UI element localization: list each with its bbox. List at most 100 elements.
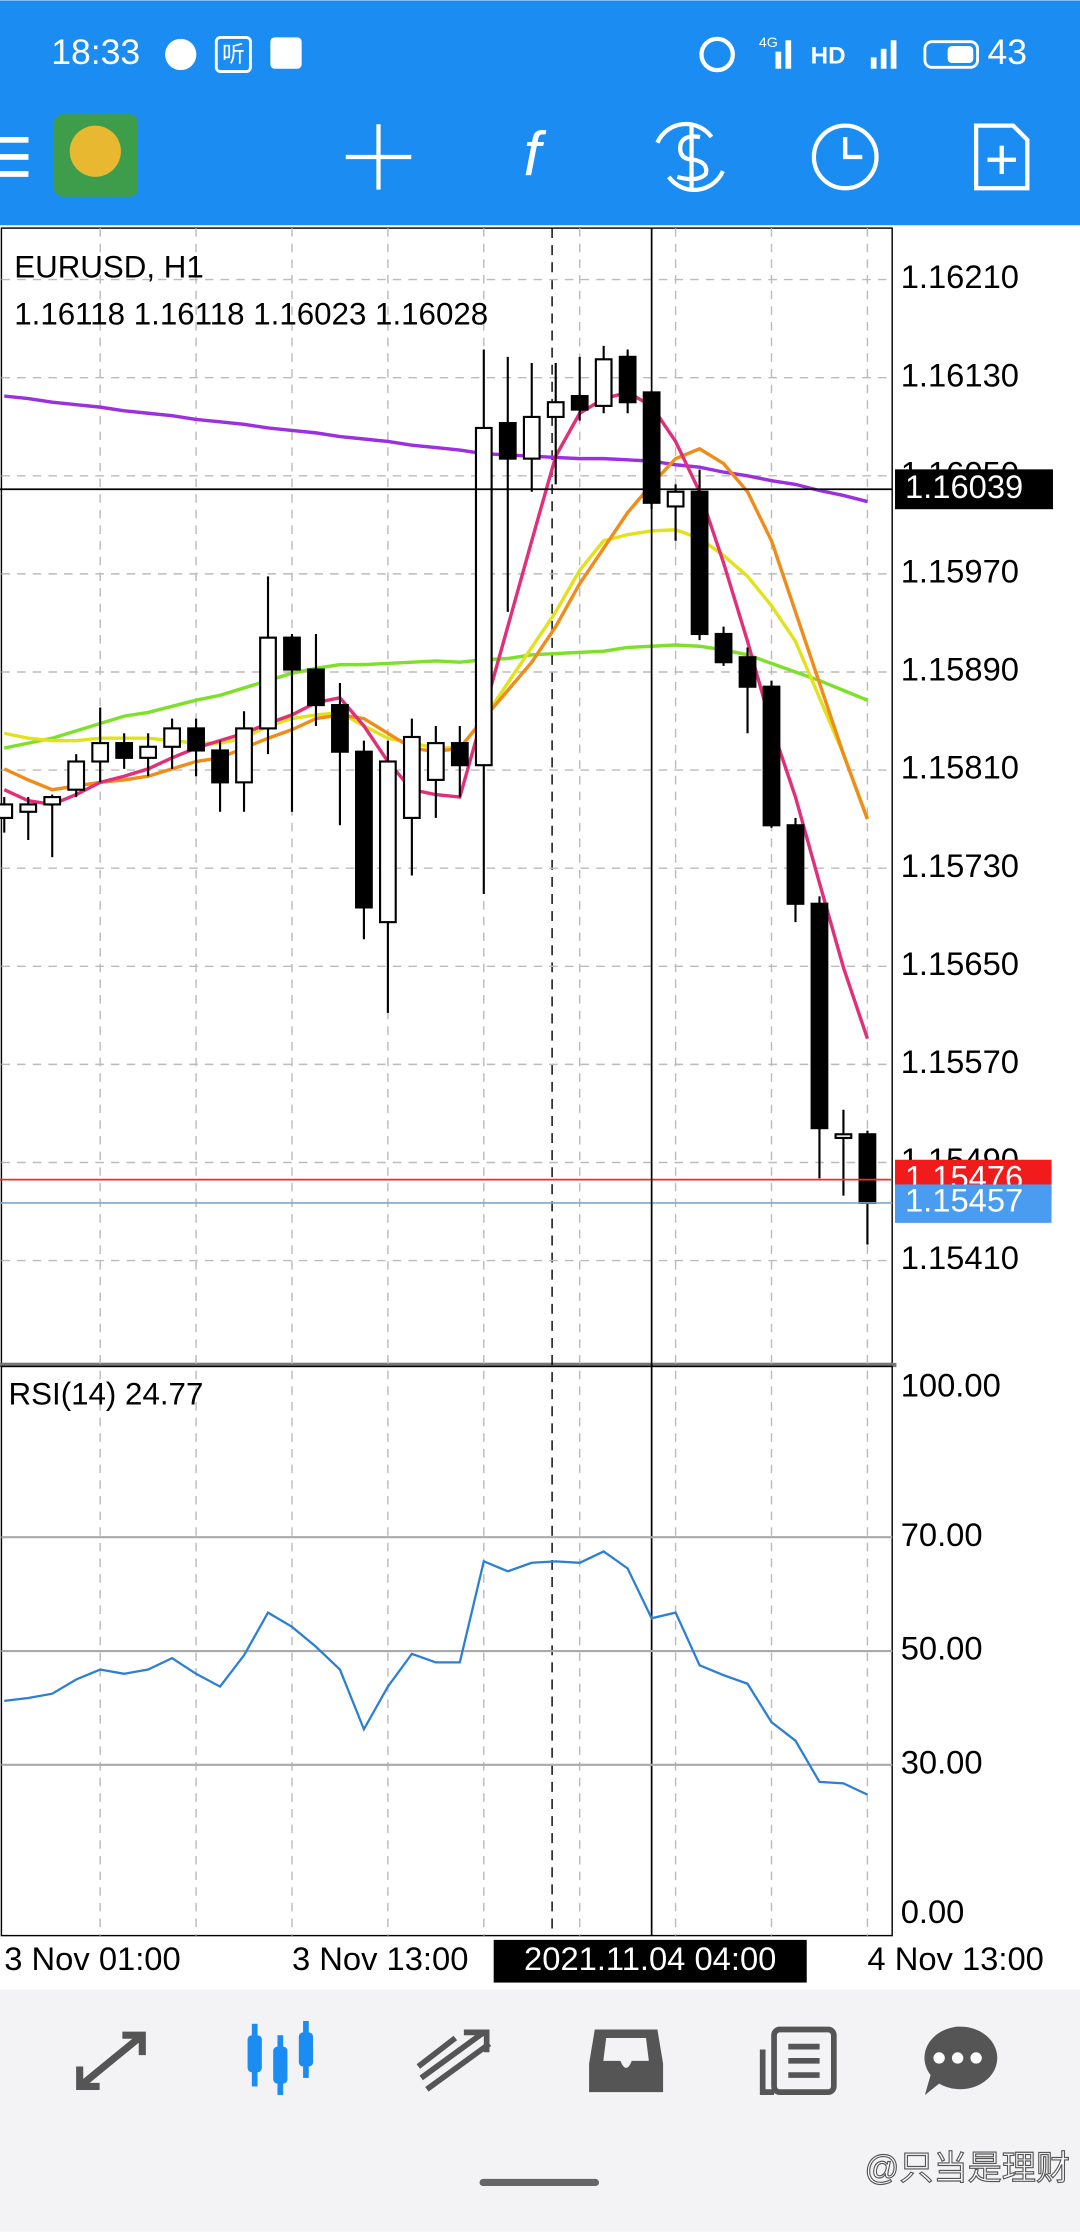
candle-body [810, 902, 829, 1130]
metatrader-logo-mark [69, 125, 121, 177]
alarm-icon [699, 36, 735, 73]
bottom-nav [0, 1989, 1080, 2232]
candle-body [690, 490, 709, 636]
watermark: @只当是理财 [865, 2149, 1070, 2187]
crosshair-price-box [895, 469, 1053, 510]
plot: 1.162101.161301.160501.159701.158901.158… [0, 228, 1053, 1983]
y-tick-label: 1.15570 [901, 1043, 1019, 1080]
candle-body [19, 803, 38, 813]
candle-body [163, 727, 181, 748]
signal-bar [890, 40, 897, 69]
history-tab[interactable] [589, 2029, 664, 2093]
y-tick-label: 30.00 [901, 1743, 983, 1780]
candle-body [594, 358, 613, 407]
candle-body [307, 668, 325, 707]
y-tick-label: 1.15970 [901, 553, 1019, 590]
crosshair-time: 2021.11.04 04:00 [524, 1940, 776, 1977]
network-type: 4G [759, 35, 778, 51]
status-time: 18:33 [51, 32, 140, 72]
hd-icon: HD [811, 43, 846, 70]
indicators-button[interactable]: f [523, 119, 546, 189]
quotes-tab[interactable] [76, 2031, 146, 2090]
candle-body [0, 803, 14, 819]
candle-body [187, 727, 205, 752]
home-indicator [479, 2178, 600, 2187]
y-tick-label: 0.00 [901, 1893, 965, 1930]
mail-icon [270, 37, 302, 69]
candle-body [283, 636, 301, 671]
signal-bar [775, 51, 782, 69]
signal-bar [880, 48, 887, 69]
y-tick-label: 1.16210 [901, 258, 1019, 295]
periods-button[interactable] [811, 123, 879, 191]
x-tick-label: 3 Nov 01:00 [4, 1940, 180, 1977]
y-tick-label: 1.15650 [901, 945, 1019, 982]
candle-body [522, 415, 541, 460]
ohlc-readout: 1.16118 1.16118 1.16023 1.16028 [14, 297, 488, 332]
x-tick-label: 3 Nov 13:00 [292, 1940, 468, 1977]
rsi-line [4, 1550, 868, 1796]
candle-body [426, 742, 445, 781]
y-tick-label: 1.16130 [901, 356, 1019, 393]
crosshair-time-box [493, 1939, 807, 1983]
candle-body [474, 426, 493, 767]
app-header [0, 0, 1080, 226]
candle-body [402, 735, 421, 819]
candle-body [355, 750, 373, 909]
candle-body [786, 824, 805, 905]
candle-body [498, 421, 517, 460]
candle-body [666, 490, 685, 508]
y-tick-label: 1.15730 [901, 847, 1019, 884]
new-order-button[interactable] [973, 123, 1030, 191]
candle-body [115, 742, 134, 759]
candle-body [738, 656, 757, 688]
candle-body [91, 742, 110, 763]
y-tick-label: 1.15890 [901, 651, 1019, 688]
news-tab[interactable] [759, 2026, 837, 2095]
candle-body [67, 760, 86, 791]
crosshair-price: 1.16039 [905, 468, 1023, 505]
y-tick-label: 1.15810 [901, 749, 1019, 786]
candle-body [858, 1133, 877, 1205]
battery [923, 40, 979, 69]
chat-icon [165, 38, 197, 71]
menu-button[interactable] [0, 137, 29, 177]
bid-label-box [895, 1184, 1052, 1223]
candle-body [714, 632, 733, 664]
battery-level [947, 45, 974, 64]
listen-icon-box [214, 35, 252, 73]
moving-average [4, 394, 868, 504]
y-tick-label: 50.00 [901, 1630, 983, 1667]
bid-label: 1.15457 [905, 1182, 1023, 1219]
chart-tab[interactable] [247, 2020, 314, 2095]
y-tick-label: 70.00 [901, 1516, 983, 1553]
candle-body [211, 749, 229, 784]
trade-button[interactable] [655, 121, 725, 193]
candle-body [331, 704, 349, 753]
candle-body [546, 401, 565, 419]
crosshair-button[interactable] [345, 124, 412, 190]
candle-body [450, 742, 469, 767]
listen-icon: 听 [222, 41, 245, 67]
rsi-title: RSI(14) 24.77 [9, 1377, 204, 1412]
candle-body [762, 685, 781, 827]
candle-body [834, 1133, 853, 1140]
candle-body [618, 355, 637, 404]
signal-bar [870, 57, 877, 69]
candle-body [139, 745, 158, 759]
chat-tab[interactable] [924, 2026, 998, 2095]
candle-body [235, 727, 253, 784]
x-tick-label: 4 Nov 13:00 [867, 1940, 1043, 1977]
y-tick-label: 1.15410 [901, 1239, 1019, 1276]
symbol-title: EURUSD, H1 [14, 250, 204, 285]
battery-percent: 43 [988, 32, 1028, 72]
y-tick-label: 100.00 [901, 1366, 1001, 1403]
candle-body [378, 760, 397, 924]
candle-body [259, 636, 277, 730]
trade-tab[interactable] [416, 2029, 492, 2092]
signal-bar [785, 40, 792, 69]
candle-body [43, 796, 62, 806]
candle-body [570, 395, 589, 411]
